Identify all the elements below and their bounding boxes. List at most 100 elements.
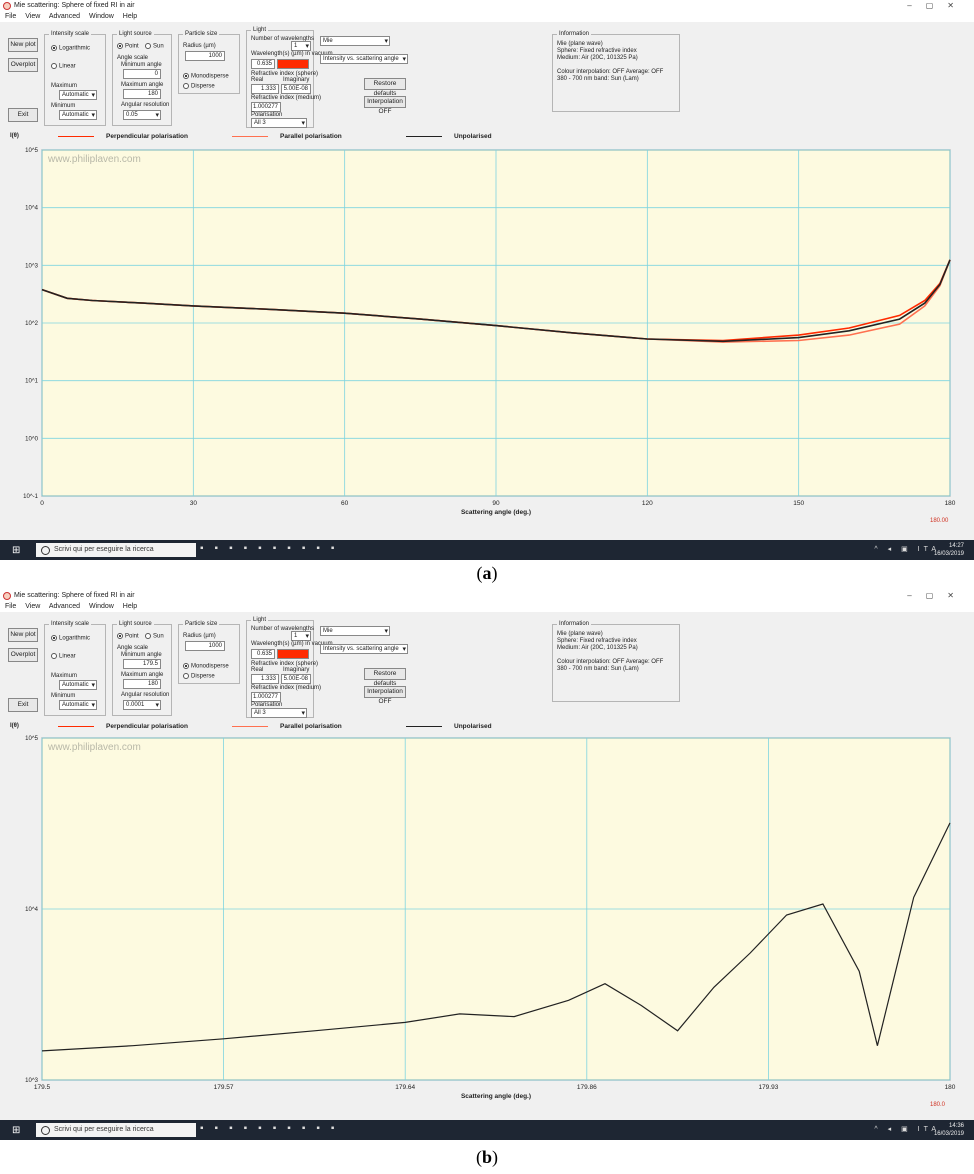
info-line: 380 - 700 nm band: Sun (Lam) — [557, 666, 639, 672]
intensity-scale-group: Intensity scale Logarithmic Linear Maxim… — [44, 31, 106, 126]
mono-label: Monodisperse — [191, 73, 229, 80]
menu-bar: File View Advanced Window Help — [0, 12, 974, 22]
medium-ri-field[interactable]: 1.000277 — [251, 692, 281, 702]
num-wavelengths-select[interactable]: 1 — [291, 631, 311, 641]
minimum-label: Minimum — [51, 693, 76, 699]
linear-radio[interactable]: Linear — [51, 653, 76, 660]
num-wavelengths-label: Number of wavelengths — [251, 626, 315, 632]
exit-button[interactable]: Exit — [8, 108, 38, 122]
caption-letter: b — [481, 1147, 492, 1167]
mono-radio[interactable]: Monodisperse — [183, 663, 229, 670]
new-plot-button[interactable]: New plot — [8, 628, 38, 642]
restore-defaults-button[interactable]: Restore defaults — [364, 78, 406, 97]
wavelength-field[interactable]: 0.635 — [251, 649, 275, 659]
max-angle-field[interactable]: 180 — [123, 89, 161, 99]
log-radio[interactable]: Logarithmic — [51, 635, 90, 642]
x-tick-label: 180 — [945, 500, 956, 507]
ri-label: Refractive index (sphere) — [251, 661, 319, 667]
taskbar-search-input[interactable]: Scrivi qui per eseguire la ricerca — [36, 543, 196, 557]
maximum-select[interactable]: Automatic — [59, 90, 97, 100]
disperse-radio[interactable]: Disperse — [183, 83, 215, 90]
log-label: Logarithmic — [59, 635, 91, 642]
ri-imag-label: Imaginary — [283, 667, 310, 673]
point-radio[interactable]: Point — [117, 43, 139, 50]
linear-radio[interactable]: Linear — [51, 63, 76, 70]
wavelength-field[interactable]: 0.635 — [251, 59, 275, 69]
windows-start-icon[interactable]: ⊞ — [12, 545, 21, 556]
title-bar: Mie scattering: Sphere of fixed RI in ai… — [0, 590, 974, 602]
plot-type-select[interactable]: Mie — [320, 36, 390, 46]
window-controls[interactable]: –▢✕ — [907, 591, 968, 600]
menu-file[interactable]: File — [5, 13, 17, 20]
min-angle-field[interactable]: 0 — [123, 69, 161, 79]
menu-help[interactable]: Help — [122, 603, 138, 610]
info-line: Colour interpolation: OFF Average: OFF — [557, 659, 664, 665]
polarisation-label: Polarisation — [251, 702, 283, 708]
taskbar-search-input[interactable]: Scrivi qui per eseguire la ricerca — [36, 1123, 196, 1137]
radius-label: Radius (µm) — [183, 633, 216, 639]
ri-imag-field[interactable]: 5.00E-08 — [281, 84, 311, 94]
system-tray[interactable]: ^ ◂ ▣ ITA — [874, 546, 940, 553]
taskbar-app-icons[interactable]: ▪▪▪▪▪▪▪▪▪▪ — [200, 1123, 346, 1134]
series-line — [41, 259, 951, 343]
control-panel: New plot Overplot Exit Intensity scale L… — [0, 612, 974, 720]
ri-real-field[interactable]: 1.333 — [251, 84, 279, 94]
interpolation-button[interactable]: Interpolation OFF — [364, 96, 406, 115]
medium-ri-field[interactable]: 1.000277 — [251, 102, 281, 112]
angle-scale-label: Angle scale — [117, 645, 149, 651]
menu-window[interactable]: Window — [88, 13, 114, 20]
polarisation-select[interactable]: All 3 — [251, 708, 307, 718]
ri-imag-field[interactable]: 5.00E-08 — [281, 674, 311, 684]
windows-start-icon[interactable]: ⊞ — [12, 1125, 21, 1136]
log-radio[interactable]: Logarithmic — [51, 45, 90, 52]
intensity-scale-group: Intensity scale Logarithmic Linear Maxim… — [44, 621, 106, 716]
menu-window[interactable]: Window — [88, 603, 114, 610]
restore-defaults-button[interactable]: Restore defaults — [364, 668, 406, 687]
maximum-select[interactable]: Automatic — [59, 680, 97, 690]
exit-button[interactable]: Exit — [8, 698, 38, 712]
watermark: www.philiplaven.com — [47, 154, 141, 165]
group-label: Light source — [117, 621, 154, 627]
sun-radio[interactable]: Sun — [145, 633, 164, 640]
system-tray[interactable]: ^ ◂ ▣ ITA — [874, 1126, 940, 1133]
disperse-radio[interactable]: Disperse — [183, 673, 215, 680]
minimum-select[interactable]: Automatic — [59, 110, 97, 120]
menu-file[interactable]: File — [5, 603, 17, 610]
ri-real-field[interactable]: 1.333 — [251, 674, 279, 684]
window-controls[interactable]: –▢✕ — [907, 1, 968, 10]
menu-advanced[interactable]: Advanced — [48, 603, 80, 610]
sun-radio[interactable]: Sun — [145, 43, 164, 50]
scattering-plot-a: 0 30 60 90 120 150 180 10^-1 10^0 10^1 10^2 10^3 10^… — [23, 148, 956, 524]
mono-radio[interactable]: Monodisperse — [183, 73, 229, 80]
new-plot-button[interactable]: New plot — [8, 38, 38, 52]
plot-mode-select[interactable]: Intensity vs. scattering angle — [320, 644, 408, 654]
num-wavelengths-select[interactable]: 1 — [291, 41, 311, 51]
resolution-label: Angular resolution — [121, 102, 170, 108]
overplot-button[interactable]: Overplot — [8, 58, 38, 72]
point-radio[interactable]: Point — [117, 633, 139, 640]
taskbar-app-icons[interactable]: ▪▪▪▪▪▪▪▪▪▪ — [200, 543, 346, 554]
menu-advanced[interactable]: Advanced — [48, 13, 80, 20]
plot-type-select[interactable]: Mie — [320, 626, 390, 636]
overplot-button[interactable]: Overplot — [8, 648, 38, 662]
menu-help[interactable]: Help — [122, 13, 138, 20]
group-label: Light — [251, 27, 269, 33]
window-title: Mie scattering: Sphere of fixed RI in ai… — [14, 2, 135, 9]
minimum-select[interactable]: Automatic — [59, 700, 97, 710]
x-tick-label: 180 — [945, 1084, 956, 1091]
max-angle-field[interactable]: 180 — [123, 679, 161, 689]
min-angle-field[interactable]: 179.5 — [123, 659, 161, 669]
menu-view[interactable]: View — [25, 603, 41, 610]
info-line: Medium: Air (20C, 101325 Pa) — [557, 55, 638, 61]
polarisation-select[interactable]: All 3 — [251, 118, 307, 128]
information-box: Information Mie (plane wave) Sphere: Fix… — [552, 31, 680, 112]
radius-field[interactable]: 1000 — [185, 641, 225, 651]
plot-mode-select[interactable]: Intensity vs. scattering angle — [320, 54, 408, 64]
resolution-select[interactable]: 0.0001 — [123, 700, 161, 710]
radius-field[interactable]: 1000 — [185, 51, 225, 61]
min-angle-label: Minimum angle — [121, 62, 162, 68]
resolution-select[interactable]: 0.05 — [123, 110, 161, 120]
interpolation-button[interactable]: Interpolation OFF — [364, 686, 406, 705]
menu-view[interactable]: View — [25, 13, 41, 20]
corner-value: 180.00 — [930, 518, 949, 524]
